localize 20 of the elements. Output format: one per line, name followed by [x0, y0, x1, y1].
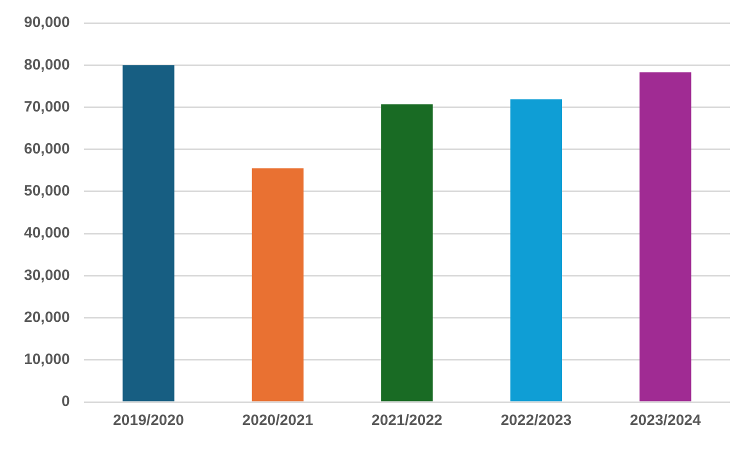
y-tick-label: 90,000 — [24, 14, 70, 32]
y-tick-label: 40,000 — [24, 224, 70, 242]
bar — [510, 99, 562, 402]
x-tick-label: 2023/2024 — [630, 412, 702, 430]
y-tick-label: 80,000 — [24, 56, 70, 74]
x-tick-label: 2020/2021 — [242, 412, 314, 430]
x-tick-label: 2021/2022 — [371, 412, 442, 430]
x-tick-label: 2019/2020 — [113, 412, 184, 430]
y-tick-label: 60,000 — [24, 140, 70, 158]
y-tick-label: 20,000 — [24, 308, 70, 326]
x-tick-label: 2022/2023 — [500, 412, 572, 430]
y-tick-label: 0 — [62, 393, 70, 410]
bar — [122, 65, 174, 402]
y-tick-label: 70,000 — [24, 98, 70, 116]
bar — [640, 72, 692, 402]
y-tick-label: 10,000 — [24, 351, 70, 368]
bar — [252, 168, 304, 402]
y-tick-label: 50,000 — [24, 182, 70, 200]
bar — [381, 104, 433, 402]
y-tick-label: 30,000 — [24, 266, 70, 284]
